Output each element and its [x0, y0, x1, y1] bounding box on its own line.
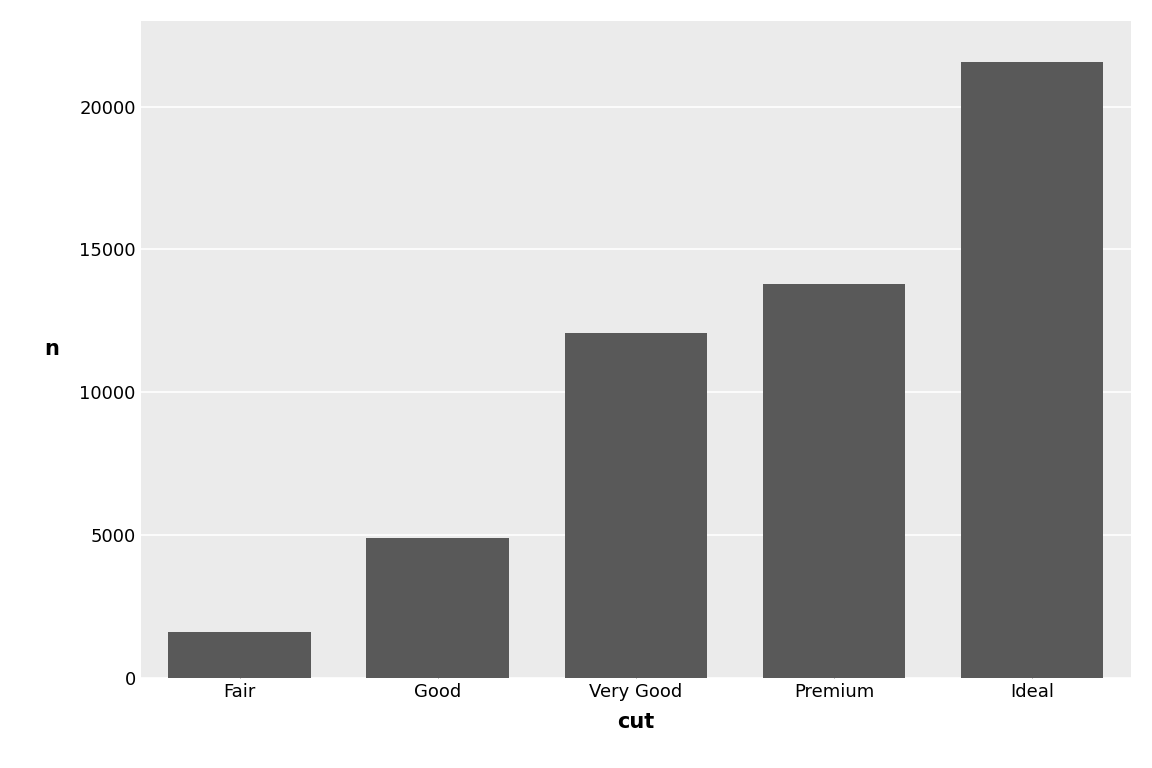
Bar	[366, 538, 509, 678]
Bar	[961, 62, 1104, 678]
Bar	[763, 284, 905, 678]
Y-axis label: n: n	[44, 339, 59, 359]
Bar	[168, 632, 311, 678]
Bar	[564, 333, 707, 678]
X-axis label: cut: cut	[617, 712, 654, 732]
